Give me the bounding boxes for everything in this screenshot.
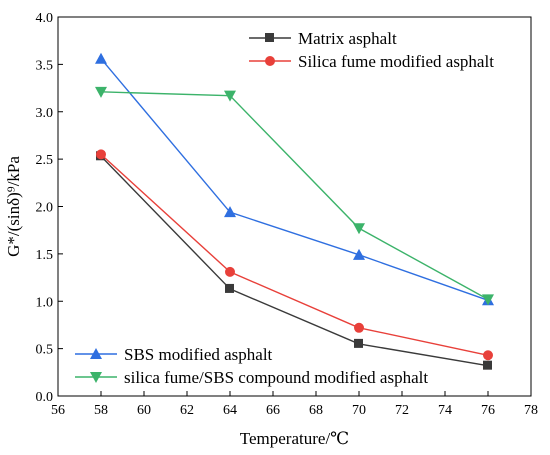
legend-marker [90,372,102,383]
x-tick-label: 76 [481,403,495,418]
x-tick-label: 58 [94,403,108,418]
y-tick-label: 0.5 [36,343,54,358]
y-tick-label: 3.0 [36,106,54,121]
data-point [95,86,107,98]
x-tick-label: 62 [180,403,194,418]
data-point [225,283,234,293]
data-point [224,206,236,218]
data-point [353,223,365,235]
data-point [482,294,494,306]
legend-label: Matrix asphalt [298,29,397,48]
data-point [354,322,364,333]
data-point [225,266,235,277]
y-axis-ticks: 0.0 0.5 1.0 1.5 2.0 2.5 3.0 3.5 4.0 [36,11,63,405]
plot-frame [57,16,532,397]
y-tick-label: 0.0 [36,390,54,405]
series-0 [96,151,492,370]
legend-item: Matrix asphalt [249,29,397,48]
y-tick-label: 2.5 [36,153,54,168]
y-tick-label: 1.5 [36,248,54,263]
series-3 [95,86,494,306]
data-point [483,350,493,361]
legend-marker [90,348,102,359]
series-2 [95,52,494,306]
y-tick-label: 2.0 [36,201,54,216]
data-point [483,360,492,370]
x-tick-label: 60 [137,403,151,418]
legend-top: Matrix asphalt Silica fume modified aspha… [249,29,494,71]
legend-item: silica fume/SBS compound modified asphal… [75,368,428,387]
legend-bottom: SBS modified asphalt silica fume/SBS comp… [75,345,428,387]
x-tick-label: 68 [309,403,323,418]
legend-item: Silica fume modified asphalt [249,52,494,71]
y-tick-label: 4.0 [36,11,54,26]
legend-label: SBS modified asphalt [124,345,273,364]
legend-marker [265,33,274,42]
series-layer [95,52,494,370]
x-axis-ticks: 56 58 60 62 64 66 68 70 72 74 76 78 [51,391,538,418]
legend-label: silica fume/SBS compound modified asphal… [124,368,428,387]
x-tick-label: 66 [266,403,280,418]
x-tick-label: 78 [524,403,538,418]
x-tick-label: 74 [438,403,452,418]
data-point [353,248,365,260]
data-point [354,338,363,348]
x-tick-label: 64 [223,403,237,418]
y-tick-label: 3.5 [36,58,54,73]
x-axis-title: Temperature/℃ [240,429,349,448]
series-line [100,153,489,356]
y-tick-label: 1.0 [36,295,54,310]
y-axis-title: G*/(sinδ)⁹/kPa [4,156,23,257]
series-1 [96,149,493,361]
x-tick-label: 56 [51,403,65,418]
series-line [100,91,489,300]
legend-item: SBS modified asphalt [75,345,273,364]
series-line [100,155,489,367]
x-tick-label: 70 [352,403,366,418]
data-point [96,149,106,160]
legend-label: Silica fume modified asphalt [298,52,494,71]
series-line [100,58,489,301]
data-point [224,90,236,102]
legend-marker [265,56,275,66]
data-point [95,52,107,64]
x-tick-label: 72 [395,403,409,418]
